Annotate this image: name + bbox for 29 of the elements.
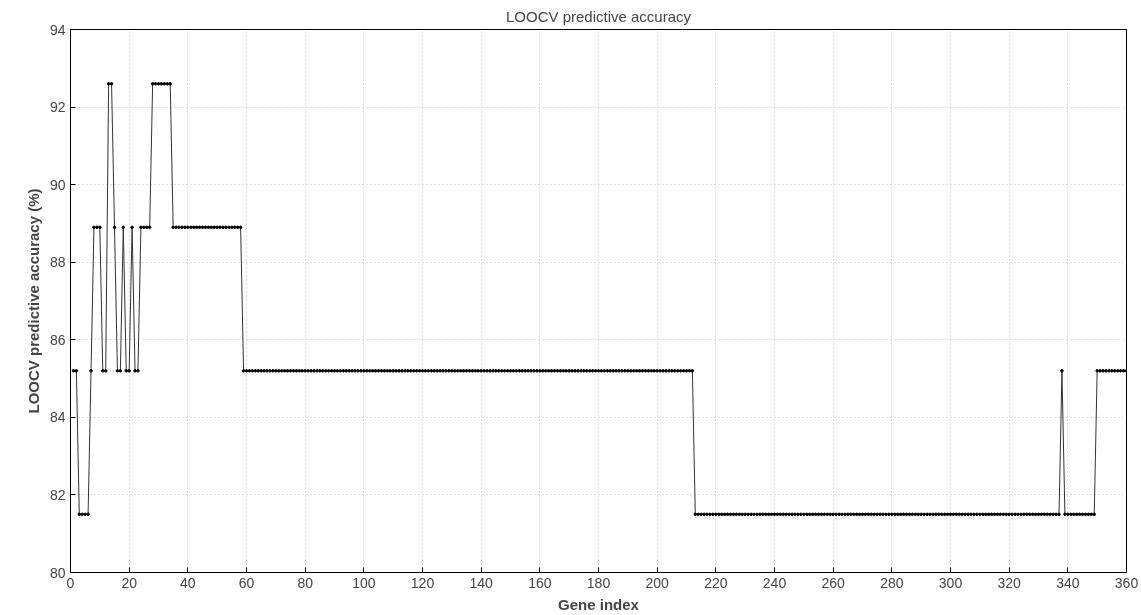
y-tick-label: 94 [49, 21, 66, 38]
x-tick-label: 280 [880, 574, 904, 591]
y-tick-label: 88 [49, 254, 66, 271]
y-tick-label: 90 [49, 176, 66, 193]
x-tick-label: 220 [704, 574, 728, 591]
x-tick-label: 340 [1056, 574, 1080, 591]
x-tick-label: 320 [997, 574, 1022, 591]
x-tick-label: 20 [121, 574, 138, 591]
x-tick-label: 60 [238, 574, 255, 591]
x-tick-label: 240 [762, 574, 787, 591]
x-tick-label: 40 [180, 574, 196, 591]
x-tick-label: 360 [1114, 574, 1139, 591]
x-tick-label: 120 [410, 574, 435, 591]
x-tick-label: 260 [821, 574, 846, 591]
x-tick-label: 100 [352, 574, 376, 591]
y-axis-title: LOOCV predictive accuracy (%) [24, 188, 42, 414]
x-tick-label: 200 [645, 574, 670, 591]
x-tick-label: 0 [66, 574, 75, 591]
y-tick-label: 92 [49, 99, 66, 116]
y-tick-label: 86 [49, 331, 66, 348]
x-tick-label: 300 [938, 574, 963, 591]
x-tick-label: 160 [528, 574, 552, 591]
x-tick-label: 80 [297, 574, 314, 591]
y-tick-label: 82 [49, 486, 66, 503]
y-tick-label: 84 [49, 409, 66, 426]
chart-title: LOOCV predictive accuracy [505, 7, 692, 25]
x-tick-label: 180 [586, 574, 611, 591]
x-axis-title: Gene index [558, 595, 640, 613]
x-tick-label: 140 [469, 574, 494, 591]
